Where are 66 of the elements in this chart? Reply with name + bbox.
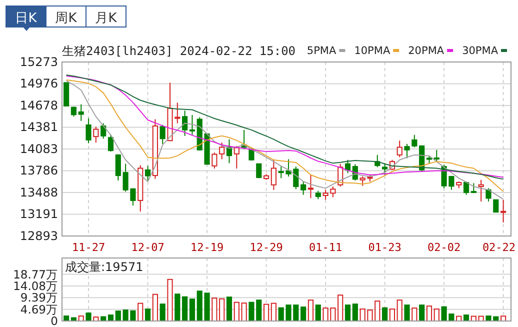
y-tick-label: 15273 [20, 55, 58, 69]
bar [419, 304, 425, 322]
candlestick [478, 179, 484, 202]
legend-label: 5PMA [306, 45, 337, 57]
y-tick-label: 13191 [20, 207, 58, 222]
bar [160, 304, 166, 322]
bar [396, 300, 402, 322]
y-tick-label: 14381 [20, 120, 58, 134]
bar [189, 298, 196, 322]
bar [263, 304, 270, 322]
legend-label: 10PMA [354, 45, 391, 57]
x-tick-label: 12-07 [131, 241, 164, 254]
bar [315, 304, 321, 322]
bar [270, 302, 276, 322]
x-tick-label: 12-29 [250, 241, 283, 254]
bar [426, 306, 432, 322]
bar [138, 302, 144, 322]
x-tick-label: 02-02 [427, 241, 461, 254]
y-tick-label: 12893 [20, 229, 58, 243]
y-tick-label: 14678 [20, 98, 58, 112]
bar [382, 307, 388, 322]
candlestick [500, 199, 506, 223]
text: 月K [95, 11, 118, 26]
bar [338, 294, 344, 322]
bar [219, 298, 225, 322]
bar [167, 278, 173, 322]
candlestick [308, 174, 314, 199]
bar [241, 302, 247, 322]
legend-label: 20PMA [408, 45, 445, 57]
bar [434, 308, 440, 322]
bar [344, 304, 351, 322]
bar [404, 304, 410, 322]
x-tick-label: 11-27 [72, 241, 106, 254]
bar [182, 296, 188, 322]
bar [234, 302, 240, 322]
x-tick-label: 02-22 [482, 241, 516, 254]
bar [174, 294, 180, 322]
y-tick-label: 14083 [20, 142, 58, 156]
legend-label: 30PMA [462, 45, 499, 57]
bar [352, 304, 358, 322]
bar [300, 306, 306, 322]
x-tick-label: 12-19 [190, 241, 224, 254]
y-tick-label: 0 [50, 314, 58, 327]
bar [389, 308, 395, 322]
bar [86, 312, 92, 322]
bar [226, 296, 232, 322]
bar [412, 308, 418, 322]
bar [144, 308, 151, 322]
bar [308, 300, 314, 322]
candlestick [93, 126, 99, 144]
y-tick-label: 14.08万 [13, 278, 58, 293]
text: 周K [55, 11, 78, 26]
x-tick-label: 01-23 [368, 241, 402, 254]
y-tick-label: 18.77万 [13, 267, 58, 282]
y-tick-label: 4.69万 [20, 302, 58, 316]
y-tick-label: 9.39万 [20, 290, 58, 305]
bar [212, 298, 218, 322]
bar [115, 310, 121, 322]
y-tick-label: 13488 [20, 186, 58, 200]
chart-title: 成交量:19571 [65, 260, 144, 274]
y-tick-label: 14976 [20, 76, 58, 91]
x-tick-label: 01-11 [308, 241, 342, 254]
text: 日K [15, 11, 38, 26]
y-tick-label: 13786 [20, 164, 58, 178]
chart-title: 生猪2403[lh2403] 2024-02-22 15:00 [62, 44, 296, 58]
bar [152, 294, 158, 322]
